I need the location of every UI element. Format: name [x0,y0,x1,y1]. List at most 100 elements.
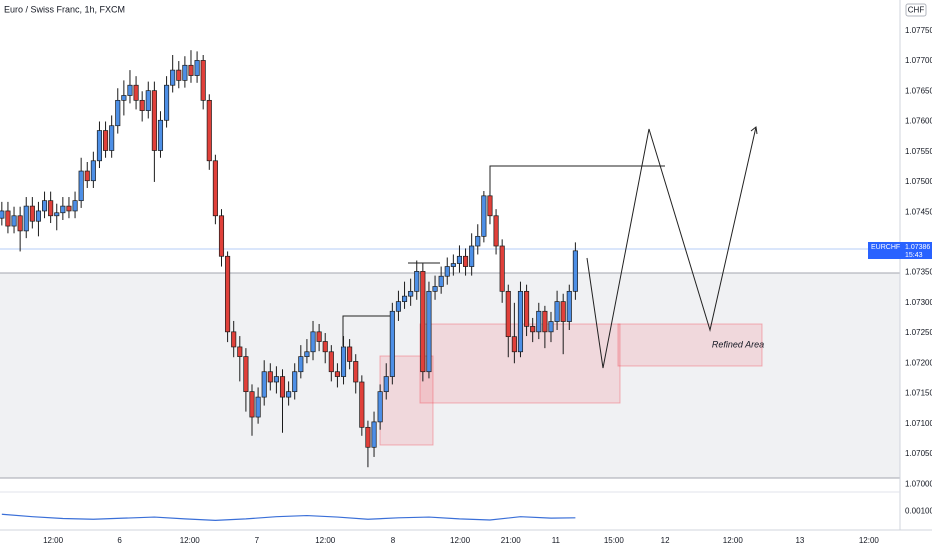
candle-body [481,195,487,237]
candle-body [279,376,286,398]
candle-body [170,69,176,86]
candle-body [157,119,164,151]
candle-body [566,290,572,322]
candle-body [48,200,54,217]
candle-body [450,263,456,267]
candle-body [286,391,292,398]
candle-body [487,195,493,217]
candle-body [96,130,103,162]
candle-body [511,336,517,353]
candle-body [322,341,328,353]
y-tick-label: 1.07100 [905,419,932,428]
candle-body [35,210,41,222]
candle-body [469,245,475,267]
structure-line [342,315,390,346]
candle-body [408,290,414,297]
candle-body [517,290,524,353]
x-tick-label: 6 [117,536,122,545]
chart-title: Euro / Swiss Franc, 1h, FXCM [4,4,125,14]
candle-body [127,84,133,96]
candle-body [395,301,401,312]
candle-body [249,391,255,418]
candle-body [426,290,432,373]
candle-body [463,255,469,267]
countdown: 15:43 [905,252,923,259]
range-zone [0,273,900,478]
candle-body [72,200,78,212]
candle-body [456,255,463,264]
candle-body [493,215,499,247]
candle-body [78,170,84,202]
candle-body [383,376,389,393]
candle-body [243,356,249,393]
candle-body [554,301,560,322]
candle-body [420,271,426,373]
y-tick-label: 1.07250 [905,328,932,337]
y-tick-label: 1.07650 [905,86,932,95]
candle-body [84,170,90,182]
candle-body [200,60,206,101]
candle-body [560,301,566,322]
candle-body [261,371,267,398]
candle-body [145,90,151,111]
candle-body [530,326,536,333]
candle-body [66,205,72,212]
y-tick-label: 1.07500 [905,177,932,186]
candle-body [316,331,322,342]
candle-body [267,371,273,383]
candle-body [310,331,316,353]
candle-body [133,84,139,101]
x-tick-label: 12:00 [315,536,336,545]
candle-body [401,295,408,302]
candle-body [536,310,542,333]
candle-body [231,331,237,348]
x-tick-label: 7 [255,536,260,545]
candle-body [109,125,115,151]
candle-body [298,356,304,373]
structure-line [489,165,665,193]
candle-body [103,130,109,151]
candle-body [328,351,334,373]
x-tick-label: 12:00 [450,536,471,545]
currency: CHF [908,6,925,15]
candle-body [176,69,182,81]
y-tick-label: 1.07550 [905,147,932,156]
candle-body [225,255,231,333]
candle-body [377,391,383,423]
candle-body [432,286,438,292]
forecast-path [586,126,757,369]
last-price: 1.07386 [905,244,930,251]
candle-body [54,212,60,217]
candle-body [438,275,444,287]
candle-body [273,376,279,383]
candles [0,50,578,468]
candle-body [353,361,359,383]
y-tick-label: 1.07600 [905,117,932,126]
y-tick-label: 1.07300 [905,298,932,307]
y-tick-label: 1.07700 [905,56,932,65]
x-tick-label: 11 [552,536,561,545]
x-tick-label: 21:00 [501,536,522,545]
y-tick-label: 1.07050 [905,449,932,458]
x-tick-label: 13 [795,536,804,545]
candle-body [194,60,200,76]
candle-body [414,271,420,292]
y-tick-label: 1.07150 [905,389,932,398]
refined-zone [617,323,763,367]
candle-body [41,200,48,212]
y-tick-label: 1.07000 [905,479,932,488]
candle-body [524,290,530,327]
currency-box [905,3,927,17]
candle-body [359,381,365,428]
x-tick-label: 12:00 [180,536,201,545]
x-tick-label: 12 [661,536,670,545]
candle-body [90,160,96,182]
candle-body [340,346,347,377]
candle-body [371,421,377,448]
candle-body [164,84,170,121]
candle-body [475,235,481,247]
y-tick-label: 1.07350 [905,268,932,277]
candle-body [5,210,11,227]
candle-body [23,205,29,232]
x-tick-label: 15:00 [604,536,625,545]
